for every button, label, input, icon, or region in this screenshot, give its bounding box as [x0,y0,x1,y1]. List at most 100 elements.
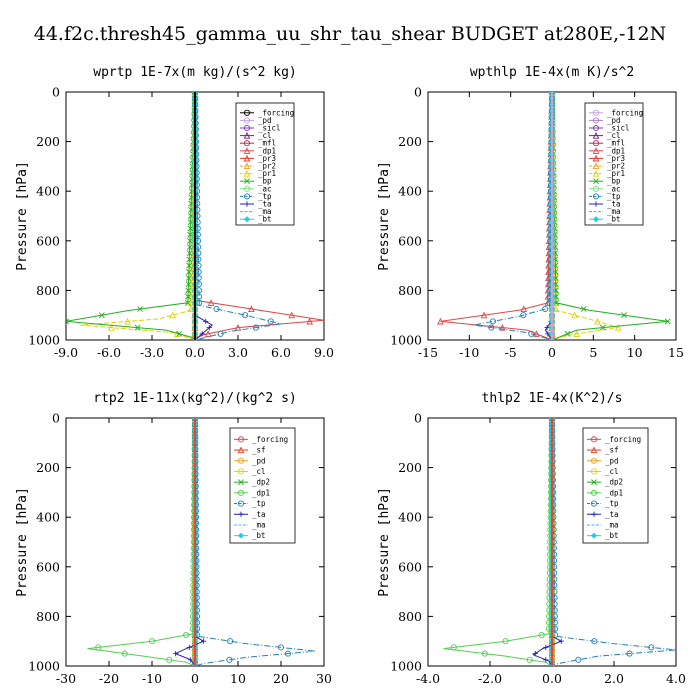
series-point-dp1 [182,631,190,639]
plot-area [437,92,671,340]
series-point-tp [488,324,495,331]
legend-label: _tp [605,499,619,508]
legend-label: _cl [605,467,619,476]
y-tick-label: 1000 [28,333,60,348]
panel-title: wpthlp 1E-4x(m K)/s^2 [470,65,634,80]
series-point-dp1 [538,631,545,639]
x-tick-label: 6.0 [271,345,291,360]
legend-label: _cl [258,131,272,140]
legend-marker [237,457,245,464]
series-point-ta [206,325,212,331]
series-point-tp [267,318,274,325]
y-tick-label: 1000 [390,333,422,348]
series-point-pr1 [108,323,115,331]
legend-marker [590,436,598,443]
legend-label: _ta [252,510,266,519]
legend-marker [592,216,600,223]
legend-marker [592,124,600,132]
series-point-tp [520,312,527,319]
series-point-dp1 [234,323,242,331]
y-axis-label: Pressure [hPa] [15,161,30,271]
legend-marker [243,162,251,170]
legend-label: _dp1 [252,488,270,497]
legend-label: _ma [258,207,272,216]
legend-label: _pr1 [607,169,625,178]
series-point-bp [664,318,671,325]
legend-marker [592,147,600,154]
series-point-pr1 [573,330,581,337]
legend-marker [243,124,251,132]
series-point-bp [187,237,193,244]
series-point-ta [186,644,192,650]
series-point-dp1 [450,644,457,651]
legend-label: _pd [258,116,272,125]
series-point-dp1 [533,330,540,337]
series-point-dp1 [502,638,509,645]
legend-marker [243,147,251,154]
series-line-bp [66,92,196,340]
legend-label: _forcing [252,435,288,444]
series-point-bp [187,225,194,232]
y-tick-label: 400 [398,184,422,199]
legend-marker [237,532,245,539]
legend-marker [243,140,251,147]
x-tick-label: -20 [99,671,119,686]
legend-label: _sicl [258,124,281,133]
legend-label: _pd [252,456,266,465]
series-point-ta [173,651,179,657]
series-point-bp [186,250,193,257]
x-tick-label: 0 [548,345,556,360]
x-tick-label: 10 [230,671,246,686]
series-point-pr1 [614,323,622,331]
legend-label: _bt [252,531,266,540]
series-point-ta [199,331,205,337]
series-line-tp [473,92,553,340]
legend-label: _pr2 [258,162,276,171]
legend-label: _tp [258,192,272,201]
x-tick-label: -10 [459,345,479,360]
legend-marker [243,109,251,116]
series-point-dp1 [288,311,296,319]
legend-marker [593,178,599,185]
legend-label: _pd [607,116,621,125]
x-tick-label: 0.0 [185,345,205,360]
x-tick-label: 30 [316,671,332,686]
series-point-tp [575,656,582,663]
y-tick-label: 400 [36,510,60,525]
legend-label: _ma [252,520,266,529]
series-line-dp1 [87,418,196,666]
y-tick-label: 1000 [390,659,422,674]
legend-marker [237,446,245,454]
legend-marker [244,201,250,207]
legend-marker [238,511,244,517]
series-point-ta [201,638,207,644]
y-axis-label: Pressure [hPa] [377,487,392,597]
y-tick-label: 0 [414,411,422,426]
series-point-dp1 [480,311,488,319]
legend-marker [243,169,251,177]
series-point-ta [543,657,549,663]
y-tick-label: 0 [414,85,422,100]
legend-label: _dp2 [252,478,270,487]
series-point-ta [203,318,209,324]
legend-marker [243,117,251,124]
series-point-bp [137,306,143,312]
series-point-bp [186,262,193,269]
legend-marker [592,140,600,147]
y-tick-label: 200 [398,460,422,475]
legend-label: _dp1 [605,488,623,497]
series-line-pr1 [551,92,619,340]
x-tick-label: -3.0 [140,345,164,360]
series-point-dp1 [207,299,215,306]
series-point-dp1 [95,644,102,651]
legend-label: _cl [252,467,266,476]
x-tick-label: -9.0 [54,345,78,360]
y-tick-label: 0 [52,85,60,100]
series-point-dp1 [121,650,128,657]
legend-marker [590,457,598,464]
legend-marker [237,489,245,496]
series-point-bp [186,244,193,250]
series-point-bp [185,287,192,294]
legend-label: _bp [258,177,272,186]
legend-label: _tp [252,499,266,508]
